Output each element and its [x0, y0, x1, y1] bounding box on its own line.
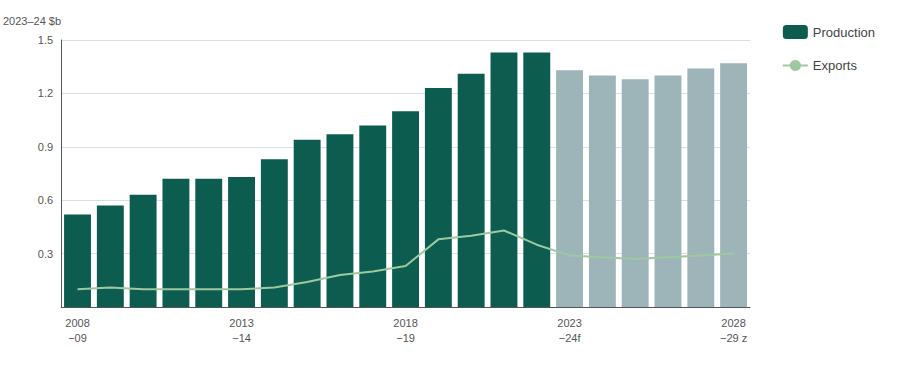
svg-text:0.3: 0.3	[38, 248, 53, 260]
svg-text:2008: 2008	[65, 317, 89, 329]
svg-text:0.9: 0.9	[38, 141, 53, 153]
svg-text:2013: 2013	[229, 317, 253, 329]
svg-text:−29 z: −29 z	[720, 332, 747, 344]
svg-text:−09: −09	[68, 332, 87, 344]
svg-text:Exports: Exports	[813, 58, 858, 73]
svg-text:−24f: −24f	[559, 332, 582, 344]
svg-text:1.2: 1.2	[38, 87, 53, 99]
svg-text:0.6: 0.6	[38, 194, 53, 206]
svg-text:2023: 2023	[557, 317, 581, 329]
svg-text:1.5: 1.5	[38, 34, 53, 46]
svg-text:−14: −14	[232, 332, 251, 344]
svg-text:2018: 2018	[393, 317, 417, 329]
svg-text:2023–24 $b: 2023–24 $b	[3, 15, 61, 27]
svg-text:Production: Production	[813, 25, 875, 40]
svg-text:2028: 2028	[721, 317, 745, 329]
svg-text:−19: −19	[396, 332, 415, 344]
